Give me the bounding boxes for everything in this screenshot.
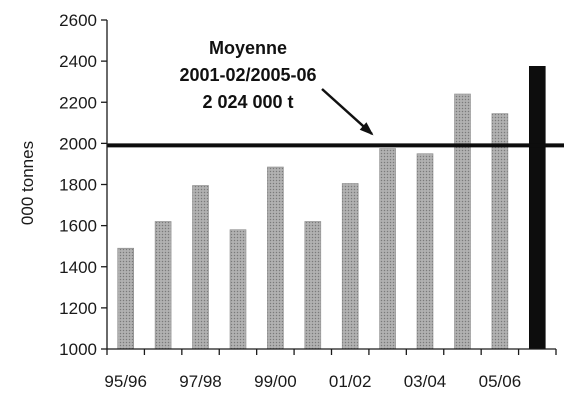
x-tick-label: 97/98 bbox=[179, 372, 222, 391]
y-tick-label: 1400 bbox=[59, 258, 97, 277]
x-tick-label: 99/00 bbox=[254, 372, 297, 391]
annotation-text: Moyenne bbox=[209, 38, 287, 58]
bar bbox=[491, 113, 509, 350]
annotation-text: 2 024 000 t bbox=[202, 92, 293, 112]
bar bbox=[267, 166, 284, 350]
y-tick-label: 1800 bbox=[59, 176, 97, 195]
y-tick-label: 2600 bbox=[59, 11, 97, 30]
y-tick-label: 1600 bbox=[59, 217, 97, 236]
y-tick-label: 1000 bbox=[59, 340, 97, 359]
x-tick-label: 01/02 bbox=[329, 372, 372, 391]
y-axis-title: 000 tonnes bbox=[18, 141, 37, 225]
x-tick-label: 05/06 bbox=[479, 372, 522, 391]
y-tick-label: 2200 bbox=[59, 93, 97, 112]
bar bbox=[341, 183, 359, 350]
y-tick-label: 2000 bbox=[59, 134, 97, 153]
y-tick-label: 1200 bbox=[59, 299, 97, 318]
bar bbox=[304, 221, 322, 350]
bar bbox=[229, 229, 247, 350]
bar bbox=[416, 153, 434, 350]
annotation-arrowhead bbox=[359, 122, 374, 136]
x-tick-label: 03/04 bbox=[404, 372, 447, 391]
y-tick-label: 2400 bbox=[59, 52, 97, 71]
annotation-text: 2001-02/2005-06 bbox=[179, 65, 316, 85]
bar bbox=[192, 185, 209, 350]
bar bbox=[117, 247, 134, 350]
highlight-bar bbox=[528, 66, 546, 350]
bar bbox=[379, 148, 396, 350]
bar bbox=[454, 93, 471, 350]
x-tick-label: 95/96 bbox=[104, 372, 147, 391]
bar bbox=[154, 221, 172, 350]
